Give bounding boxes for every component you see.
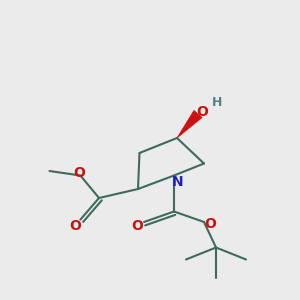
Text: H: H — [212, 95, 222, 109]
Text: O: O — [131, 220, 143, 233]
Text: N: N — [172, 175, 183, 189]
Text: O: O — [196, 106, 208, 119]
Text: O: O — [73, 166, 85, 180]
Text: O: O — [69, 219, 81, 233]
Text: O: O — [205, 217, 217, 230]
Polygon shape — [177, 110, 202, 138]
